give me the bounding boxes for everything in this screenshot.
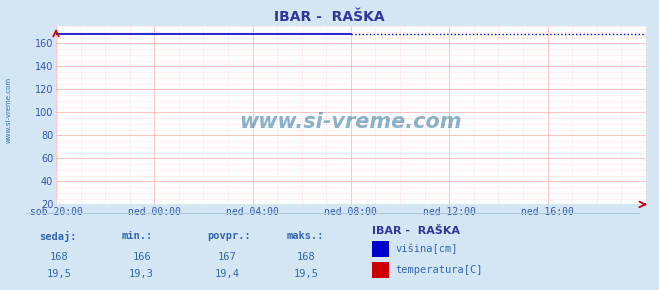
Text: 19,5: 19,5 bbox=[294, 269, 319, 279]
Text: www.si-vreme.com: www.si-vreme.com bbox=[240, 113, 462, 133]
Text: min.:: min.: bbox=[122, 231, 153, 241]
Text: IBAR -  RAŠKA: IBAR - RAŠKA bbox=[274, 10, 385, 24]
Text: 168: 168 bbox=[50, 252, 69, 262]
Text: maks.:: maks.: bbox=[287, 231, 324, 241]
Text: www.si-vreme.com: www.si-vreme.com bbox=[5, 77, 11, 143]
Text: 168: 168 bbox=[297, 252, 316, 262]
Text: 166: 166 bbox=[132, 252, 151, 262]
Text: 19,5: 19,5 bbox=[47, 269, 72, 279]
Text: temperatura[C]: temperatura[C] bbox=[395, 265, 483, 275]
Text: 19,4: 19,4 bbox=[215, 269, 240, 279]
Text: višina[cm]: višina[cm] bbox=[395, 243, 458, 254]
Text: sedaj:: sedaj: bbox=[40, 231, 77, 242]
Text: 19,3: 19,3 bbox=[129, 269, 154, 279]
Text: 167: 167 bbox=[218, 252, 237, 262]
Text: IBAR -  RAŠKA: IBAR - RAŠKA bbox=[372, 226, 461, 235]
Text: povpr.:: povpr.: bbox=[208, 231, 251, 241]
